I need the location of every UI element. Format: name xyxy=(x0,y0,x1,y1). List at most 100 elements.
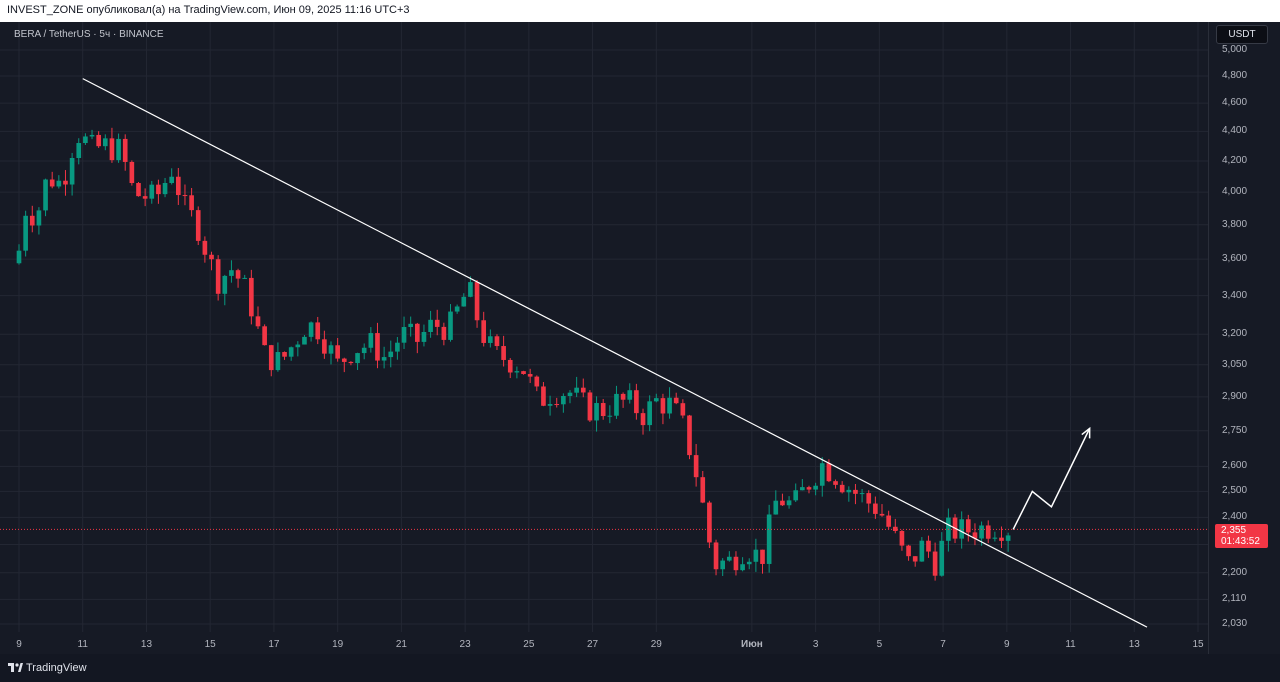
candle-body xyxy=(746,561,752,565)
currency-button[interactable]: USDT xyxy=(1216,25,1268,44)
candle-body xyxy=(335,345,340,359)
price-tick-label: 2,600 xyxy=(1222,460,1248,472)
candle-body xyxy=(494,336,500,347)
candle-body xyxy=(348,361,354,364)
candle-body xyxy=(195,210,201,241)
candle-body xyxy=(653,398,659,402)
candle-body xyxy=(965,519,971,533)
candle-body xyxy=(687,415,692,456)
price-tick-label: 2,900 xyxy=(1222,390,1248,402)
candle-body xyxy=(846,489,852,493)
candle-body xyxy=(620,393,626,400)
candle-body xyxy=(202,240,208,255)
time-tick-label: 13 xyxy=(140,639,153,650)
candle-body xyxy=(800,487,805,491)
candle-body xyxy=(992,537,998,539)
candle-body xyxy=(985,525,991,539)
candle-body xyxy=(481,320,487,343)
candle-body xyxy=(461,296,467,307)
candle-body xyxy=(886,515,891,527)
time-tick-label: 5 xyxy=(876,639,883,650)
candle-body xyxy=(567,392,573,397)
candle-body xyxy=(288,347,294,357)
candle-body xyxy=(262,326,267,346)
candle-body xyxy=(501,346,506,360)
time-tick-label: 13 xyxy=(1128,639,1140,650)
candle-body xyxy=(176,176,181,196)
price-tick-label: 2,500 xyxy=(1222,485,1248,497)
candle-body xyxy=(786,500,792,506)
candle-body xyxy=(322,339,327,354)
price-tick-label: 4,200 xyxy=(1222,155,1248,167)
candle-body xyxy=(740,564,745,571)
time-tick-label: 27 xyxy=(587,639,599,650)
price-tick-label: 3,050 xyxy=(1222,358,1248,370)
candle-body xyxy=(29,215,35,226)
candle-body xyxy=(355,353,360,364)
candle-body xyxy=(521,371,526,375)
candle-body xyxy=(673,397,679,404)
candle-body xyxy=(122,138,128,162)
candle-body xyxy=(421,332,427,342)
candle-body xyxy=(381,357,387,361)
candle-body xyxy=(448,311,453,340)
candle-body xyxy=(63,180,68,185)
candle-body xyxy=(912,556,918,562)
candle-body xyxy=(939,540,945,576)
candle-body xyxy=(408,323,413,328)
candle-body xyxy=(507,359,513,373)
time-tick-label: 15 xyxy=(204,639,216,650)
price-tick-label: 4,000 xyxy=(1222,186,1248,198)
candle-body xyxy=(819,463,825,486)
candle-body xyxy=(607,415,613,417)
time-tick-label: 23 xyxy=(459,639,471,650)
candle-body xyxy=(414,323,420,342)
time-tick-label: 9 xyxy=(1004,639,1010,650)
price-tick-label: 2,030 xyxy=(1222,618,1248,629)
candle-body xyxy=(833,481,838,485)
price-axis[interactable] xyxy=(1208,22,1280,654)
publication-header: INVEST_ZONE опубликовал(а) на TradingVie… xyxy=(0,0,1280,22)
candle-body xyxy=(368,333,374,348)
symbol-info[interactable]: BERA / TetherUS · 5ч · BINANCE xyxy=(14,29,164,40)
candle-body xyxy=(580,387,586,393)
candle-body xyxy=(454,306,460,312)
candle-body xyxy=(839,484,845,493)
candle-body xyxy=(268,345,274,371)
candle-body xyxy=(302,336,307,345)
candle-body xyxy=(541,386,546,406)
candle-body xyxy=(282,352,287,357)
tradingview-logo-icon xyxy=(8,663,23,672)
candle-body xyxy=(209,254,214,260)
drawings xyxy=(0,78,1208,628)
candle-body xyxy=(468,282,473,297)
candle-body xyxy=(89,134,95,137)
candle-body xyxy=(1005,535,1011,541)
candle-body xyxy=(315,322,321,340)
candle-body xyxy=(547,404,553,406)
candle-body xyxy=(308,322,314,337)
candle-body xyxy=(129,161,135,184)
candle-body xyxy=(474,282,480,321)
candle-body xyxy=(189,195,194,211)
candle-body xyxy=(488,336,493,343)
candle-body xyxy=(169,176,175,183)
candle-body xyxy=(554,404,560,406)
candle-body xyxy=(879,513,885,516)
candle-body xyxy=(713,542,719,570)
candle-body xyxy=(229,270,234,276)
time-tick-label: 15 xyxy=(1192,639,1204,650)
candle-body xyxy=(972,532,978,539)
candle-body xyxy=(149,184,155,199)
candle-body xyxy=(102,138,108,147)
candle-body xyxy=(693,455,699,478)
candle-body xyxy=(43,179,48,211)
candle-body xyxy=(760,549,765,564)
candle-body xyxy=(587,392,593,421)
candle-body xyxy=(527,374,533,377)
candle-body xyxy=(242,277,248,279)
candle-body xyxy=(16,250,22,264)
price-tick-label: 4,800 xyxy=(1222,69,1248,81)
candle-body xyxy=(574,387,579,393)
